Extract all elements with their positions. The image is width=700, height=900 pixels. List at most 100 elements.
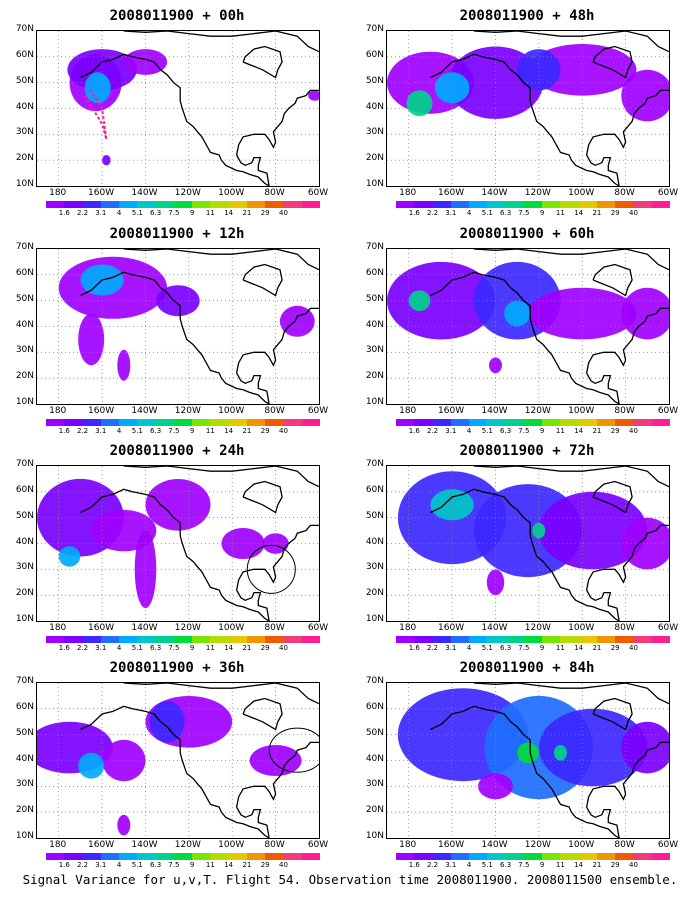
colorbar-label: 4	[116, 427, 122, 435]
colorbar-label: 40	[278, 861, 288, 869]
lat-label: 30N	[365, 562, 384, 573]
colorbar-label: 29	[610, 209, 620, 217]
colorbar-swatch	[414, 636, 433, 643]
colorbar-swatch	[192, 853, 211, 860]
coastline	[236, 806, 270, 838]
colorbar	[46, 419, 320, 426]
lat-label: 60N	[15, 49, 34, 60]
lon-label: 60W	[307, 623, 329, 633]
map-panel	[36, 248, 320, 405]
map-canvas	[387, 31, 669, 186]
variance-region	[279, 305, 315, 337]
lat-label: 40N	[365, 536, 384, 547]
colorbar-swatch	[523, 636, 543, 643]
colorbar-label: 2.2	[426, 861, 439, 869]
coastline	[123, 249, 319, 271]
colorbar-label: 2.2	[426, 427, 439, 435]
lat-label: 10N	[15, 179, 34, 189]
colorbar-label: 11	[555, 209, 565, 217]
colorbar-swatch	[432, 853, 451, 860]
colorbar-swatch	[173, 201, 193, 208]
colorbar-swatch	[487, 201, 506, 208]
colorbar-swatch	[505, 201, 524, 208]
colorbar-label: 40	[278, 427, 288, 435]
colorbar-swatch	[173, 636, 193, 643]
colorbar-label: 7.5	[518, 427, 530, 435]
figure-caption: Signal Variance for u,v,T. Flight 54. Ob…	[22, 872, 678, 887]
colorbar-label: 14	[574, 427, 584, 435]
lat-label: 10N	[365, 614, 384, 624]
variance-region	[621, 287, 669, 340]
colorbar-label: 6.3	[500, 644, 512, 652]
lat-label: 10N	[365, 179, 384, 189]
lon-label: 160W	[88, 623, 115, 633]
colorbar-label: 40	[628, 427, 638, 435]
colorbar-label: 9	[539, 644, 545, 652]
lat-label: 50N	[15, 293, 34, 304]
lat-label: 10N	[365, 397, 384, 407]
lon-label: 180	[399, 840, 417, 850]
panel-title: 2008011900 + 72h	[459, 443, 595, 459]
lat-label: 30N	[365, 779, 384, 790]
colorbar-swatch	[228, 419, 247, 426]
colorbar-swatch	[450, 419, 470, 426]
colorbar-label: 3.1	[95, 427, 107, 435]
coastline	[123, 31, 319, 53]
colorbar-label: 1.6	[408, 861, 420, 869]
lon-label: 80W	[614, 188, 635, 198]
lon-label: 100W	[568, 188, 595, 198]
lon-label: 60W	[657, 188, 679, 198]
lat-label: 10N	[15, 831, 34, 841]
colorbar-label: 14	[224, 427, 234, 435]
lat-label: 70N	[365, 242, 384, 252]
variance-region	[517, 49, 561, 91]
lon-label: 80W	[264, 188, 285, 198]
colorbar-label: 4	[466, 427, 472, 435]
colorbar-swatch	[651, 636, 670, 643]
colorbar-label: 7.5	[518, 644, 530, 652]
colorbar-label: 6.3	[500, 861, 512, 869]
colorbar-swatch	[487, 419, 506, 426]
lat-label: 20N	[365, 371, 384, 382]
colorbar-swatch	[596, 853, 616, 860]
lat-label: 50N	[365, 510, 384, 521]
variance-region	[621, 69, 669, 122]
colorbar-swatch	[82, 853, 101, 860]
lat-label: 70N	[365, 676, 384, 686]
colorbar-swatch	[301, 419, 320, 426]
lat-label: 50N	[365, 293, 384, 304]
colorbar-label: 9	[189, 861, 195, 869]
panel-title: 2008011900 + 00h	[109, 8, 245, 24]
colorbar-swatch	[487, 853, 506, 860]
colorbar-swatch	[283, 201, 302, 208]
coastline	[592, 45, 633, 79]
colorbar-label: 9	[539, 861, 545, 869]
colorbar-swatch	[155, 201, 174, 208]
colorbar-label: 5.1	[481, 644, 493, 652]
colorbar-label: 11	[205, 427, 215, 435]
lat-label: 50N	[15, 727, 34, 738]
coastline	[80, 488, 270, 621]
panel-title: 2008011900 + 84h	[459, 660, 595, 676]
lat-label: 60N	[15, 484, 34, 495]
colorbar-swatch	[210, 201, 229, 208]
colorbar-label: 9	[539, 427, 545, 435]
lon-label: 120W	[174, 840, 201, 850]
colorbar-label: 6.3	[150, 861, 162, 869]
colorbar-label: 14	[224, 861, 234, 869]
colorbar-swatch	[82, 201, 101, 208]
lon-label: 140W	[481, 188, 508, 198]
lat-label: 70N	[15, 676, 34, 686]
variance-region	[78, 752, 105, 779]
colorbar-swatch	[505, 636, 524, 643]
colorbar-swatch	[651, 419, 670, 426]
lon-label: 140W	[131, 840, 158, 850]
colorbar-label: 3.1	[445, 427, 457, 435]
colorbar-swatch	[119, 636, 138, 643]
lon-label: 160W	[88, 406, 115, 416]
coastline	[586, 372, 620, 404]
colorbar-swatch	[82, 419, 101, 426]
colorbar-label: 21	[592, 861, 602, 869]
lon-label: 60W	[307, 188, 329, 198]
colorbar-label: 14	[574, 209, 584, 217]
